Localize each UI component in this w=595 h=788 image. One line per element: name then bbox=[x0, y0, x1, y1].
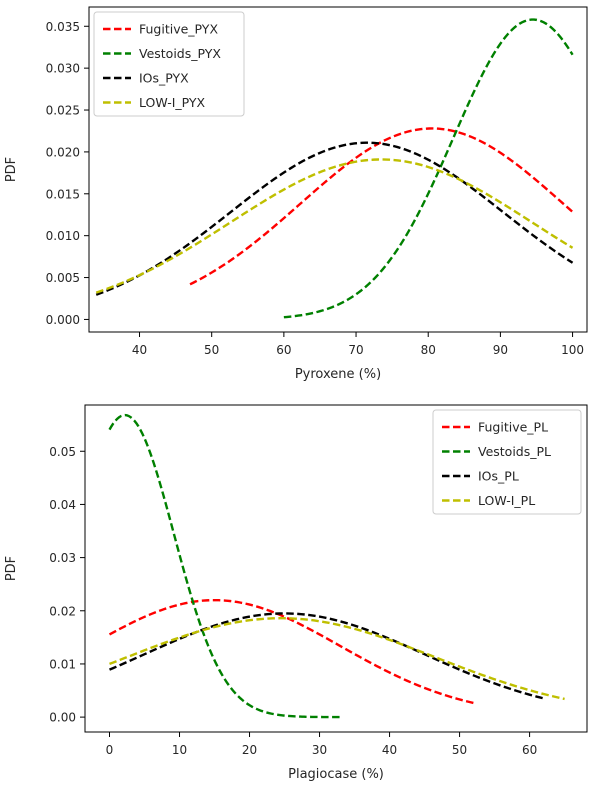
series-line-low-i_pl bbox=[109, 617, 565, 701]
y-axis-label: PDF bbox=[4, 556, 19, 581]
y-tick-label: 0.02 bbox=[49, 604, 76, 618]
plot-frame bbox=[84, 404, 588, 733]
legend: Fugitive_PL Vestoids_PL IOs_PL LOW-I_PL bbox=[432, 409, 582, 515]
series-line-vestoids_pl bbox=[108, 413, 341, 719]
y-tick-label: 0.020 bbox=[46, 145, 80, 159]
series-line-vestoids_pyx bbox=[283, 18, 574, 319]
x-tick-label: 70 bbox=[348, 343, 363, 357]
legend: Fugitive_PYX Vestoids_PYX IOs_PYX LOW-I_PYX bbox=[93, 11, 245, 117]
x-tick-label: 60 bbox=[522, 743, 537, 757]
legend-entry: Vestoids_PYX bbox=[139, 46, 221, 61]
legend-entry: IOs_PYX bbox=[139, 71, 189, 86]
x-tick-label: 60 bbox=[276, 343, 291, 357]
legend-entry: IOs_PL bbox=[478, 469, 519, 484]
y-tick-label: 0.03 bbox=[49, 551, 76, 565]
y-tick-label: 0.035 bbox=[46, 20, 80, 34]
x-tick-label: 20 bbox=[242, 743, 257, 757]
x-tick-label: 10 bbox=[172, 743, 187, 757]
y-axis-label: PDF bbox=[4, 157, 19, 182]
legend-entry: Vestoids_PL bbox=[478, 444, 551, 459]
series-line-ios_pyx bbox=[95, 141, 574, 296]
x-tick-label: 0 bbox=[106, 743, 114, 757]
x-tick-label: 50 bbox=[452, 743, 467, 757]
y-tick-label: 0.000 bbox=[46, 313, 80, 327]
x-tick-label: 40 bbox=[132, 343, 147, 357]
y-tick-label: 0.015 bbox=[46, 187, 80, 201]
pyroxene-chart: 40 50 60 70 80 90 100 0.000 0.005 0.010 0.015 0.020… bbox=[4, 6, 588, 382]
plot-frame bbox=[88, 6, 588, 333]
y-tick-label: 0.025 bbox=[46, 104, 80, 118]
y-tick-label: 0.00 bbox=[49, 711, 76, 725]
plagiocase-chart: 0 10 20 30 40 50 60 0.00 0.01 0.02 0.03 0.04 0.05 Pla… bbox=[4, 404, 588, 782]
y-tick-label: 0.04 bbox=[49, 498, 76, 512]
x-tick-label: 90 bbox=[493, 343, 508, 357]
y-tick-label: 0.030 bbox=[46, 62, 80, 76]
x-tick-label: 80 bbox=[421, 343, 436, 357]
x-tick-label: 100 bbox=[561, 343, 584, 357]
y-tick-label: 0.005 bbox=[46, 271, 80, 285]
legend-box bbox=[432, 409, 582, 515]
y-tick-label: 0.05 bbox=[49, 445, 76, 459]
series-line-fugitive_pyx bbox=[189, 127, 574, 286]
series-line-low-i_pyx bbox=[95, 158, 574, 294]
legend-entry: LOW-I_PL bbox=[478, 493, 535, 508]
x-axis-label: Plagiocase (%) bbox=[288, 767, 384, 782]
x-tick-label: 40 bbox=[382, 743, 397, 757]
x-tick-label: 30 bbox=[312, 743, 327, 757]
series-line-fugitive_pl bbox=[108, 598, 474, 705]
y-tick-label: 0.010 bbox=[46, 229, 80, 243]
series-line-ios_pl bbox=[109, 612, 544, 700]
legend-box bbox=[93, 11, 245, 117]
y-tick-label: 0.01 bbox=[49, 657, 76, 671]
x-axis-label: Pyroxene (%) bbox=[295, 367, 381, 382]
legend-entry: Fugitive_PL bbox=[478, 420, 548, 435]
legend-entry: LOW-I_PYX bbox=[139, 95, 206, 110]
legend-entry: Fugitive_PYX bbox=[139, 22, 218, 37]
x-tick-label: 50 bbox=[204, 343, 219, 357]
